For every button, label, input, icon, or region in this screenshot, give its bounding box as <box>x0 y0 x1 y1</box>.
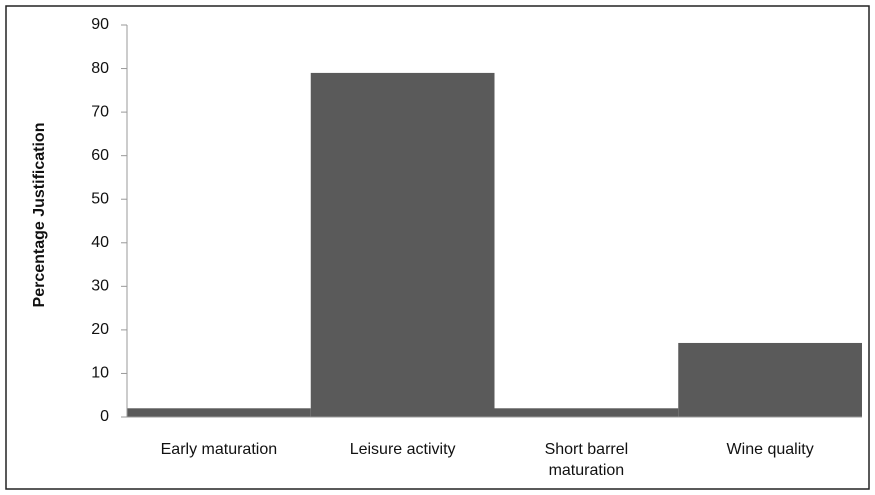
x-tick-label: Short barrel maturation <box>544 441 629 479</box>
y-tick-label: 70 <box>91 103 109 120</box>
bar <box>127 408 311 417</box>
y-tick-label: 90 <box>91 16 109 33</box>
bar <box>678 342 862 417</box>
y-tick-label: 40 <box>91 234 109 251</box>
y-tick-label: 0 <box>100 408 109 425</box>
y-tick-label: 60 <box>91 147 109 164</box>
x-tick-label: Early maturation <box>160 441 278 458</box>
y-tick-label: 20 <box>91 321 109 338</box>
bar <box>310 72 495 418</box>
y-axis-label: Percentage Justification <box>31 123 48 308</box>
y-tick-label: 80 <box>91 60 109 77</box>
bar <box>494 408 679 417</box>
x-tick-label: Leisure activity <box>349 441 456 458</box>
x-tick-label: Wine quality <box>726 441 814 458</box>
y-tick-label: 50 <box>91 190 109 207</box>
y-tick-label: 10 <box>91 365 109 382</box>
y-tick-label: 30 <box>91 278 109 295</box>
